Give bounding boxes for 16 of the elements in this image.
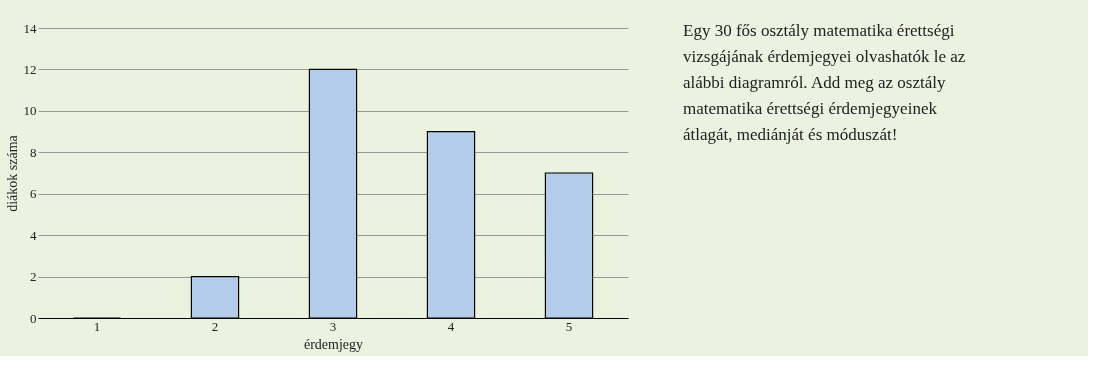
y-tick-label: 12 — [23, 61, 37, 77]
y-axis-title: diákok száma — [4, 134, 20, 212]
y-tick-label: 6 — [30, 186, 37, 202]
x-tick-label: 3 — [329, 318, 337, 334]
x-axis-title: érdemjegy — [303, 336, 364, 352]
y-tick-label: 4 — [30, 227, 37, 243]
y-tick-label: 14 — [23, 20, 37, 36]
x-tick-label: 5 — [565, 318, 573, 334]
x-tick-label: 4 — [447, 318, 455, 334]
y-tick-label: 8 — [30, 144, 37, 160]
x-tick-label: 1 — [93, 318, 101, 334]
y-tick-label: 10 — [23, 103, 37, 119]
y-tick-label: 0 — [30, 310, 37, 326]
text: Egy 30 fős osztály matematika érettségi vizsgájának érdemjegyei olvashatók le az alábbi diagramról. Add meg az osztály matematika érettségi érdemjegyeinek átlagát, mediánját és móduszát! — [683, 21, 966, 144]
x-tick-label: 2 — [211, 318, 219, 334]
y-tick-label: 2 — [30, 269, 37, 285]
